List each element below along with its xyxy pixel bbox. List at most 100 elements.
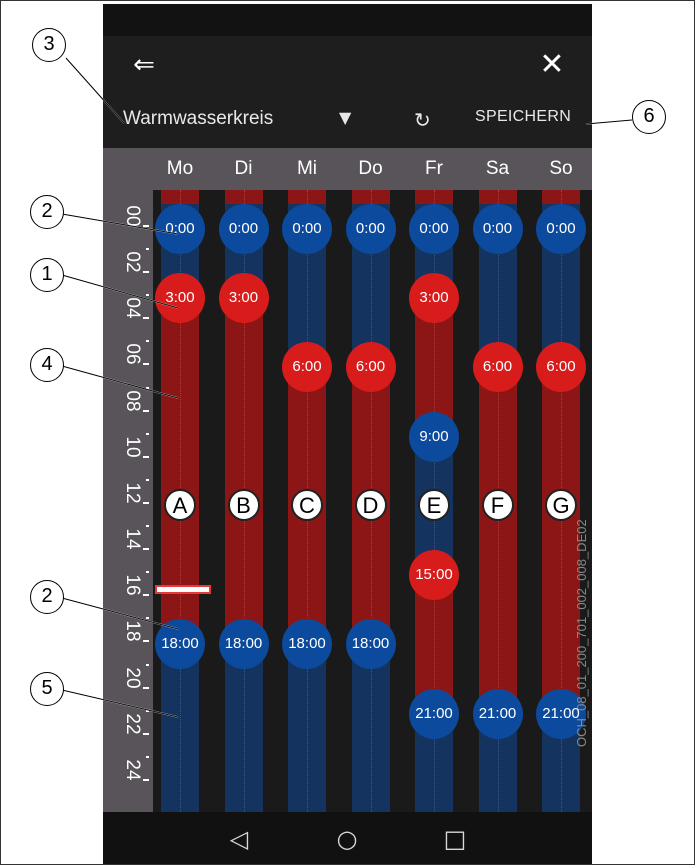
schedule-bar-cap (161, 190, 199, 204)
dropdown-arrow-icon[interactable]: ▼ (339, 108, 352, 127)
hour-tick-label: 06 (122, 343, 143, 366)
schedule-bar-low[interactable] (288, 643, 326, 812)
hour-tick-label: 16 (122, 574, 143, 596)
hour-tick (143, 271, 149, 274)
nav-back-triangle-icon[interactable]: ◁ (229, 825, 249, 853)
callout-6: 6 (632, 100, 666, 134)
callout-3: 3 (32, 28, 66, 62)
hour-tick-label: 00 (122, 205, 143, 227)
switch-point[interactable]: 18:00 (282, 619, 332, 670)
day-letter-marker: D (354, 488, 387, 521)
day-header: Mo Di Mi Do Fr Sa So (103, 148, 592, 190)
day-letter-marker: G (545, 488, 577, 521)
hour-tick (143, 640, 149, 643)
switch-point[interactable]: 0:00 (282, 204, 332, 254)
switch-point[interactable]: 6:00 (536, 342, 586, 393)
hour-tick (143, 409, 149, 412)
hour-minor-tick (146, 386, 149, 389)
close-icon[interactable]: ✕ (539, 47, 565, 82)
switch-point[interactable]: 21:00 (536, 688, 586, 739)
schedule-bar-cap (288, 190, 326, 204)
save-button[interactable]: SPEICHERN (475, 108, 572, 125)
circuit-dropdown[interactable]: Warmwasserkreis (123, 108, 274, 129)
hour-tick (143, 594, 149, 597)
hour-tick (143, 455, 149, 458)
switch-point[interactable]: 0:00 (409, 204, 459, 254)
switch-point[interactable]: 6:00 (472, 342, 523, 393)
hour-axis: 00 02 04 06 08 10 12 14 16 18 20 22 24 (103, 190, 153, 812)
day-letter-marker: E (418, 488, 450, 521)
callout-4: 4 (30, 348, 64, 382)
current-time-marker (155, 585, 211, 595)
schedule-bar-low[interactable] (161, 643, 199, 812)
schedule-bar-high[interactable] (478, 366, 517, 713)
switch-point[interactable]: 3:00 (409, 273, 459, 324)
hour-minor-tick (146, 709, 149, 712)
hour-minor-tick (146, 340, 149, 343)
day-letter-marker: B (227, 488, 260, 521)
schedule-bar-cap (542, 190, 580, 204)
day-label-di: Di (234, 158, 253, 179)
figure-code: OCH_08_01_200_701_002_008_DE02 (574, 519, 589, 747)
nav-home-circle-icon[interactable]: ○ (336, 825, 358, 853)
switch-point[interactable]: 0:00 (345, 204, 396, 254)
day-label-mi: Mi (296, 158, 318, 179)
app-bar: ⇐ ✕ (103, 36, 592, 94)
hour-minor-tick (146, 525, 149, 528)
switch-point[interactable]: 18:00 (218, 619, 269, 670)
schedule-bar-cap (224, 190, 263, 204)
menu-back-icon[interactable]: ⇐ (133, 50, 155, 80)
phone-screen: ⇐ ✕ Warmwasserkreis ▼ ↻ SPEICHERN Mo Di Mi… (103, 4, 592, 864)
schedule-bar-high[interactable] (224, 297, 263, 644)
hour-tick-label: 04 (122, 297, 143, 319)
hour-tick (143, 778, 149, 781)
schedule-bar-cap (415, 190, 453, 204)
day-label-fr: Fr (425, 158, 443, 179)
hour-tick-label: 10 (122, 436, 143, 458)
hour-minor-tick (146, 617, 149, 620)
day-label-mo: Mo (166, 158, 194, 179)
day-letter-marker: A (164, 488, 196, 521)
switch-point[interactable]: 3:00 (218, 273, 269, 324)
hour-tick-label: 22 (122, 713, 143, 735)
hour-tick (143, 732, 149, 735)
switch-point[interactable]: 0:00 (472, 204, 523, 254)
schedule-bar-cap (351, 190, 390, 204)
schedule-bar-low[interactable] (351, 643, 390, 812)
hour-tick (143, 317, 149, 320)
schedule-bar-low[interactable] (224, 643, 263, 812)
hour-minor-tick (146, 432, 149, 435)
switch-point[interactable]: 0:00 (536, 204, 586, 254)
hour-tick-label: 14 (122, 528, 143, 550)
day-label-so: So (549, 158, 573, 179)
schedule-bar-high[interactable] (542, 366, 580, 713)
status-bar (103, 4, 592, 36)
nav-recents-square-icon[interactable]: □ (443, 825, 467, 853)
circuit-selector-bar: Warmwasserkreis ▼ ↻ SPEICHERN (103, 94, 592, 148)
hour-tick-label: 18 (122, 620, 143, 642)
day-label-do: Do (358, 158, 383, 179)
switch-point[interactable]: 6:00 (282, 342, 332, 393)
switch-point[interactable]: 6:00 (345, 342, 396, 393)
switch-point[interactable]: 18:00 (345, 619, 396, 670)
day-letter-marker: F (481, 488, 514, 521)
switch-point[interactable]: 15:00 (409, 550, 459, 601)
callout-1: 1 (30, 258, 64, 292)
switch-point[interactable]: 3:00 (155, 273, 205, 324)
switch-point[interactable]: 9:00 (409, 411, 459, 462)
switch-point[interactable]: 21:00 (472, 688, 523, 739)
switch-point[interactable]: 21:00 (409, 688, 459, 739)
callout-5: 5 (30, 672, 64, 706)
callout-2-bottom: 2 (30, 580, 64, 614)
hour-tick (143, 548, 149, 551)
hour-minor-tick (146, 478, 149, 481)
hour-minor-tick (146, 663, 149, 666)
switch-point[interactable]: 0:00 (155, 204, 205, 254)
hour-tick (143, 225, 149, 227)
schedule-bar-cap (478, 190, 517, 204)
reset-icon[interactable]: ↻ (414, 108, 431, 132)
switch-point[interactable]: 0:00 (218, 204, 269, 254)
hour-tick-label: 12 (122, 482, 143, 504)
hour-tick-label: 20 (122, 667, 143, 689)
hour-minor-tick (146, 571, 149, 574)
